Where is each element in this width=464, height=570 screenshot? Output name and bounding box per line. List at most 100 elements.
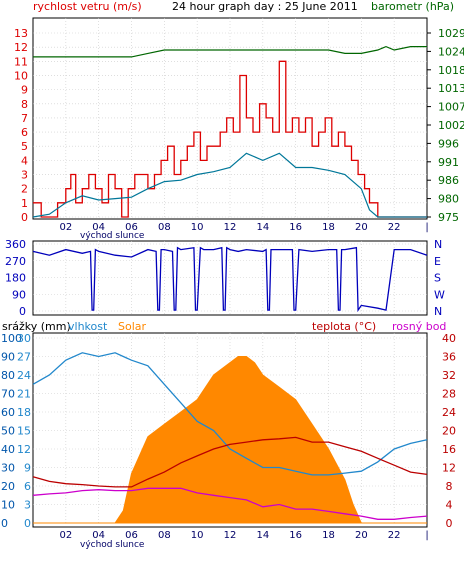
temperature-tick-label: 24 <box>442 406 456 419</box>
humidity-tick-label: 0 <box>24 517 31 530</box>
temperature-legend: teplota (°C) <box>312 320 376 333</box>
wind-tick-label: 9 <box>21 84 28 97</box>
hour-tick-label: 10 <box>191 530 204 541</box>
rain-tick-label: 20 <box>1 480 15 493</box>
temperature-tick-label: 36 <box>442 351 456 364</box>
series-solar <box>33 356 427 524</box>
humidity-tick-label: 3 <box>24 499 31 512</box>
baro-tick-label: 1018 <box>438 64 464 77</box>
series-humidity <box>32 352 428 476</box>
direction-tick-label: 180 <box>5 272 26 285</box>
hour-tick-end: | <box>425 530 428 541</box>
rain-tick-label: 50 <box>1 425 15 438</box>
rain-tick-label: 40 <box>1 443 15 456</box>
baro-tick-label: 1024 <box>438 45 464 58</box>
baro-tick-label: 1029 <box>438 27 464 40</box>
baro-tick-label: 996 <box>438 137 459 150</box>
wind-tick-label: 13 <box>14 27 28 40</box>
hour-tick-label: 08 <box>158 222 171 233</box>
dewpoint-legend: rosný bod <box>392 320 446 333</box>
humidity-legend: vlhkost <box>68 320 108 333</box>
direction-tick-label: 0 <box>19 305 26 318</box>
compass-label: E <box>434 255 441 268</box>
humidity-tick-label: 6 <box>24 480 31 493</box>
wind-tick-label: 6 <box>21 126 28 139</box>
rain-tick-label: 60 <box>1 406 15 419</box>
hour-tick-label: 18 <box>322 222 335 233</box>
hour-tick-label: 10 <box>191 222 204 233</box>
series-average <box>32 152 427 218</box>
wind-tick-label: 7 <box>21 112 28 125</box>
rain-tick-label: 30 <box>1 462 15 475</box>
panel-climate: 0102030405060708090100036912151821242730… <box>1 332 456 541</box>
hour-tick-label: 16 <box>289 530 302 541</box>
series-temperature <box>32 436 428 488</box>
compass-label: S <box>434 272 441 285</box>
temperature-tick-label: 4 <box>446 499 453 512</box>
wind-tick-label: 10 <box>14 69 28 82</box>
humidity-tick-label: 24 <box>17 369 31 382</box>
hour-tick-label: 06 <box>125 530 138 541</box>
rain-tick-label: 10 <box>1 499 15 512</box>
hour-tick-label: 20 <box>355 530 368 541</box>
humidity-tick-label: 12 <box>17 443 31 456</box>
sunrise-label-top: východ slunce <box>80 231 145 241</box>
series-dewpoint <box>32 487 428 520</box>
humidity-tick-label: 30 <box>17 332 31 345</box>
baro-axis-label: barometr (hPa) <box>371 0 454 13</box>
baro-tick-label: 980 <box>438 193 459 206</box>
wind-axis-label: rychlost vetru (m/s) <box>33 0 142 13</box>
temperature-tick-label: 20 <box>442 425 456 438</box>
wind-tick-label: 3 <box>21 169 28 182</box>
wind-tick-label: 1 <box>21 197 28 210</box>
series-barometr <box>33 45 427 58</box>
direction-tick-label: 90 <box>12 288 26 301</box>
hour-tick-label: 08 <box>158 530 171 541</box>
hour-tick-label: 04 <box>92 530 105 541</box>
baro-tick-label: 991 <box>438 156 459 169</box>
temperature-tick-label: 8 <box>446 480 453 493</box>
hour-tick-label: 20 <box>355 222 368 233</box>
direction-tick-label: 270 <box>5 255 26 268</box>
humidity-tick-label: 15 <box>17 425 31 438</box>
rain-tick-label: 90 <box>1 351 15 364</box>
series-gust <box>33 60 427 218</box>
temperature-tick-label: 40 <box>442 332 456 345</box>
chart-title: 24 hour graph day : 25 June 2011 <box>172 0 358 13</box>
baro-tick-label: 1002 <box>438 119 464 132</box>
temperature-tick-label: 28 <box>442 388 456 401</box>
wind-tick-label: 2 <box>21 183 28 196</box>
hour-tick-label: 14 <box>256 222 269 233</box>
baro-tick-label: 975 <box>438 211 459 224</box>
temperature-tick-label: 16 <box>442 443 456 456</box>
hour-tick-label: 12 <box>224 222 237 233</box>
compass-label: W <box>434 288 445 301</box>
series-direction <box>32 246 428 313</box>
humidity-tick-label: 21 <box>17 388 31 401</box>
wind-tick-label: 12 <box>14 41 28 54</box>
hour-tick-label: 04 <box>92 222 105 233</box>
baro-tick-label: 986 <box>438 174 459 187</box>
hour-tick-label: 12 <box>224 530 237 541</box>
compass-label: N <box>434 305 442 318</box>
hour-tick-label: 18 <box>322 530 335 541</box>
sunrise-label-bottom: východ slunce <box>80 540 145 550</box>
panel-wind: 0123456789101112139759809869919961002100… <box>14 18 464 233</box>
baro-tick-label: 1007 <box>438 101 464 114</box>
rain-tick-label: 70 <box>1 388 15 401</box>
temperature-tick-label: 32 <box>442 369 456 382</box>
rain-tick-label: 100 <box>1 332 22 345</box>
hour-tick-label: 02 <box>59 530 72 541</box>
wind-tick-label: 4 <box>21 154 28 167</box>
rain-axis-label: srážky (mm) <box>2 320 71 333</box>
wind-tick-label: 0 <box>21 211 28 224</box>
hour-tick-label: 14 <box>256 530 269 541</box>
humidity-tick-label: 9 <box>24 462 31 475</box>
compass-label: N <box>434 238 442 251</box>
humidity-tick-label: 27 <box>17 351 31 364</box>
wind-tick-label: 5 <box>21 140 28 153</box>
rain-tick-label: 0 <box>1 517 8 530</box>
